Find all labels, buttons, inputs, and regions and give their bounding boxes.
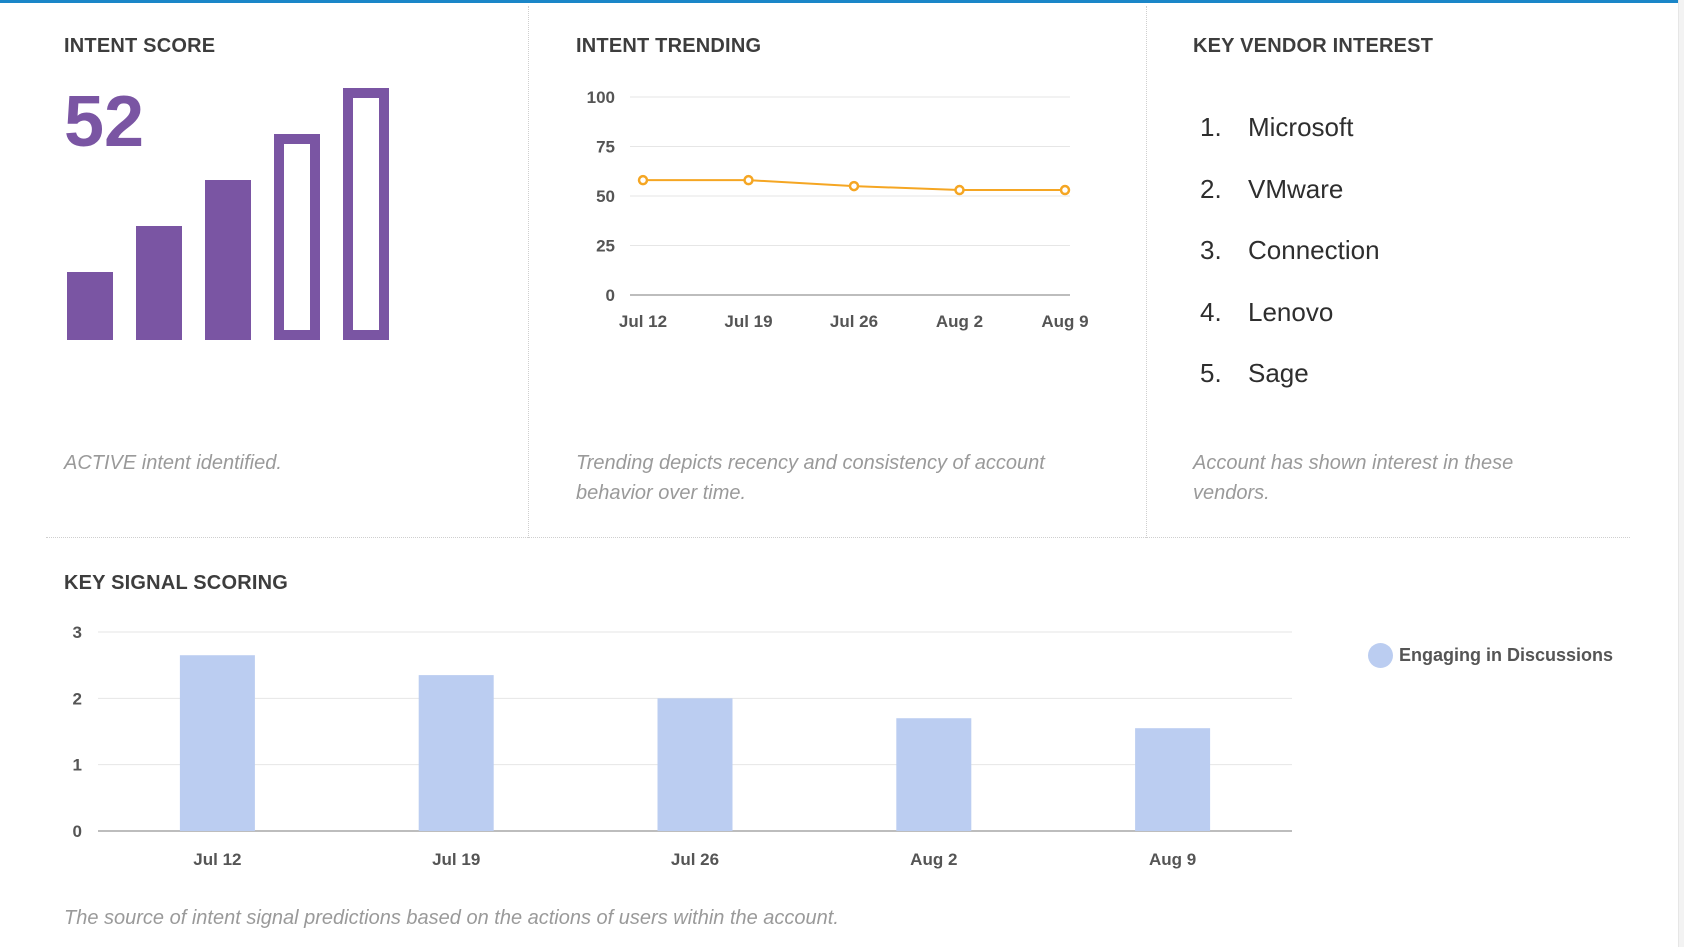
y-tick-label: 3: [73, 623, 82, 642]
intent-trending-title: INTENT TRENDING: [576, 35, 762, 57]
intent-score-bars: [67, 88, 389, 340]
vendor-rank: 1.: [1200, 112, 1222, 142]
x-tick-label: Jul 26: [671, 850, 719, 869]
legend-label: Engaging in Discussions: [1399, 645, 1614, 665]
data-point: [1059, 184, 1071, 196]
score-bar-outline: [343, 88, 389, 340]
data-point: [637, 174, 649, 186]
vendor-list: 1. Microsoft 2. VMware 3. Connection 4. Leno…: [1200, 112, 1380, 420]
score-bar-outline: [274, 134, 320, 340]
bar: [896, 718, 972, 831]
bar: [179, 655, 255, 831]
key-signal-scoring-description: The source of intent signal predictions …: [64, 907, 839, 929]
x-tick-label: Aug 2: [936, 312, 983, 331]
intent-trending-description: Trending depicts recency and consistency…: [576, 452, 1045, 504]
intent-score-value: 52: [64, 82, 145, 162]
x-tick-label: Jul 19: [432, 850, 480, 869]
panel-divider: [528, 6, 529, 538]
data-point: [954, 184, 965, 196]
vendor-item: 5. Sage: [1200, 358, 1380, 420]
key-signal-scoring-title: KEY SIGNAL SCORING: [64, 572, 289, 594]
vendor-rank: 2.: [1200, 173, 1222, 204]
top-accent-bar: [0, 0, 1684, 3]
vendor-item: 2. VMware: [1200, 174, 1380, 236]
key-vendor-interest-title: KEY VENDOR INTEREST: [1193, 35, 1434, 57]
x-tick-label: Jul 19: [724, 312, 772, 331]
vendor-name: Connection: [1248, 235, 1380, 265]
section-divider: [46, 537, 1630, 538]
score-bar-filled: [136, 226, 182, 340]
chart-legend: Engaging in Discussions: [1368, 643, 1613, 668]
vendor-rank: 3.: [1200, 235, 1222, 265]
score-bar-filled: [67, 272, 113, 340]
y-tick-label: 50: [596, 187, 615, 206]
vendor-name: Lenovo: [1248, 296, 1334, 327]
intent-trending-chart: 0 25 50 75 100 Jul 12 Jul 19 Jul 26 Aug 2 Aug 9: [587, 88, 1089, 331]
y-tick-label: 100: [587, 88, 615, 107]
x-tick-label: Aug 9: [1149, 850, 1196, 869]
vendor-rank: 5.: [1200, 358, 1222, 388]
intent-score-title: INTENT SCORE: [64, 35, 216, 57]
bar: [657, 698, 733, 831]
scrollbar-track[interactable]: [1678, 0, 1684, 947]
vendor-name: VMware: [1248, 173, 1344, 204]
vendor-item: 1. Microsoft: [1200, 112, 1380, 174]
vendor-item: 4. Lenovo: [1200, 297, 1380, 359]
bar: [418, 675, 494, 831]
x-tick-label: Jul 12: [619, 312, 667, 331]
key-vendor-interest-description: Account has shown interest in these vend…: [1193, 452, 1514, 504]
vendor-name: Sage: [1248, 358, 1309, 388]
vendor-rank: 4.: [1200, 296, 1222, 327]
legend-swatch: [1368, 643, 1393, 668]
vendor-name: Microsoft: [1248, 112, 1354, 142]
data-point: [743, 174, 754, 186]
y-tick-label: 0: [73, 822, 82, 841]
vendor-item: 3. Connection: [1200, 235, 1380, 297]
panel-divider: [1146, 6, 1147, 538]
y-tick-label: 0: [606, 286, 615, 305]
y-tick-label: 25: [596, 237, 615, 256]
bar: [1135, 728, 1211, 831]
key-signal-scoring-chart: 0 1 2 3 Jul 12 Jul 19 Jul 26 Aug 2 Aug 9: [73, 623, 1292, 869]
x-tick-label: Jul 26: [830, 312, 878, 331]
y-tick-label: 1: [73, 756, 82, 775]
score-bar-filled: [205, 180, 251, 340]
x-tick-label: Jul 12: [193, 850, 241, 869]
x-tick-label: Aug 2: [910, 850, 957, 869]
data-point: [848, 180, 860, 192]
y-tick-label: 2: [73, 689, 82, 708]
y-tick-label: 75: [596, 138, 615, 157]
x-tick-label: Aug 9: [1041, 312, 1088, 331]
intent-score-description: ACTIVE intent identified.: [64, 452, 282, 474]
